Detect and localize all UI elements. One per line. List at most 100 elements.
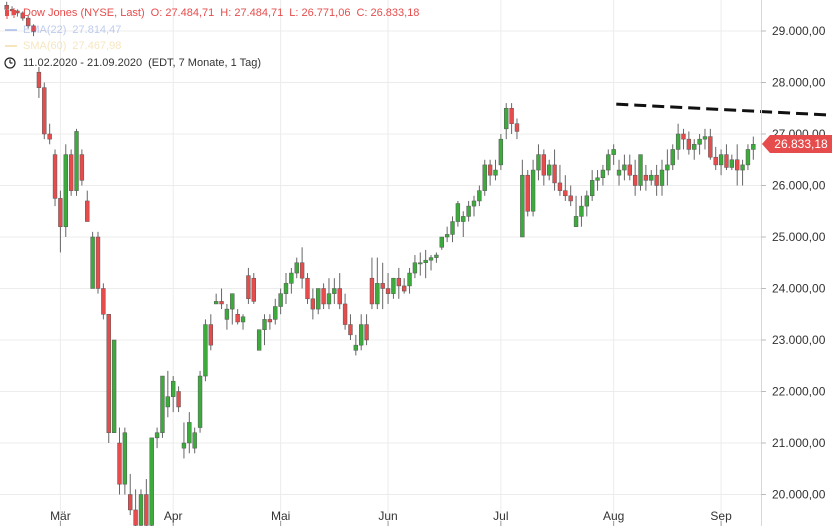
- candle-up: [122, 432, 128, 485]
- candle-up: [262, 319, 267, 330]
- candle-down: [514, 123, 520, 132]
- candle-down: [31, 25, 36, 32]
- sma-value: 27.467,98: [72, 40, 122, 52]
- candle-up: [273, 306, 278, 320]
- candle-up: [160, 375, 165, 433]
- candle-down: [643, 174, 649, 181]
- legend-ema: EMA(22) 27.814,47: [4, 22, 419, 39]
- candle-up: [197, 375, 203, 428]
- candle-up: [461, 216, 466, 222]
- candle-up: [616, 169, 622, 176]
- candle-up: [418, 262, 423, 265]
- candle-up: [423, 259, 428, 263]
- candle-down: [509, 108, 514, 124]
- x-tick-label: Aug: [603, 509, 624, 523]
- candle-up: [90, 236, 95, 289]
- candle-down: [208, 324, 213, 346]
- candle-up: [171, 380, 176, 397]
- candle-up: [439, 236, 444, 248]
- candle-up: [692, 144, 697, 150]
- candle-down: [36, 71, 42, 88]
- candle-down: [251, 277, 256, 302]
- candle-up: [675, 133, 681, 150]
- ema-label: EMA(22): [23, 23, 67, 36]
- candle-up: [224, 308, 230, 320]
- candle-up: [595, 177, 600, 181]
- ema-value: 27.814,47: [72, 23, 122, 36]
- candle-up: [493, 169, 498, 176]
- last-price-tag: 26.833,18: [762, 135, 832, 153]
- candle-up: [702, 136, 708, 140]
- candle-down: [369, 277, 375, 305]
- candle-down: [321, 288, 326, 305]
- candle-down: [401, 285, 407, 292]
- candle-up: [138, 494, 144, 526]
- candle-up: [353, 344, 359, 351]
- y-tick-label: 25.000,00: [772, 230, 826, 244]
- candle-down: [95, 236, 101, 289]
- candle-up: [407, 272, 412, 287]
- candle-down: [342, 303, 348, 325]
- candle-down: [552, 164, 557, 184]
- candle-up: [165, 396, 171, 408]
- candle-up: [434, 254, 439, 258]
- candle-up: [482, 164, 487, 191]
- candle-down: [681, 133, 686, 140]
- x-tick-label: Apr: [164, 509, 183, 523]
- legend-range: 11.02.2020 - 21.09.2020 (EDT, 7 Monate, …: [4, 55, 419, 72]
- candle-down: [85, 200, 90, 222]
- candle-up: [450, 221, 455, 235]
- grid: [0, 0, 761, 526]
- y-tick-label: 21.000,00: [772, 436, 826, 450]
- high-value: H: 27.484,71: [220, 7, 284, 19]
- candle-up: [412, 262, 418, 274]
- y-tick-label: 29.000,00: [772, 24, 826, 38]
- candle-up: [213, 301, 219, 305]
- candle-up: [359, 324, 364, 346]
- candle-down: [133, 509, 138, 526]
- candle-up: [283, 283, 289, 294]
- candle-down: [58, 198, 63, 227]
- candle-down: [79, 154, 85, 181]
- candle-up: [203, 324, 208, 377]
- candle-up: [154, 432, 160, 439]
- close-value: C: 26.833,18: [356, 7, 420, 19]
- candle-up: [589, 180, 595, 197]
- candle-up: [504, 108, 509, 130]
- candle-down: [337, 288, 342, 305]
- candle-up: [547, 164, 552, 176]
- candle-up: [289, 272, 294, 284]
- candle-up: [466, 205, 471, 217]
- x-axis-labels: Mär Apr Mai Jun Jul Aug Sep: [50, 509, 732, 526]
- low-value: L: 26.771,06: [289, 7, 351, 19]
- range-meta: (EDT, 7 Monate, 1 Tag): [148, 56, 261, 69]
- legend-ohlc: Dow Jones (NYSE, Last) O: 27.484,71 H: 2…: [4, 5, 419, 22]
- candle-down: [380, 283, 385, 289]
- candle-up: [192, 432, 197, 449]
- candle-up: [477, 190, 482, 202]
- candle-up: [729, 159, 735, 168]
- instrument-name: Dow Jones (NYSE, Last): [23, 7, 145, 19]
- trendline: [616, 102, 832, 117]
- candle-up: [740, 164, 745, 171]
- candle-down: [713, 156, 718, 166]
- candle-down: [68, 154, 74, 191]
- candle-up: [498, 138, 504, 166]
- candle-down: [627, 164, 632, 176]
- candle-up: [718, 154, 724, 166]
- candle-up: [240, 316, 246, 323]
- candle-up: [659, 169, 665, 186]
- y-tick-label: 24.000,00: [772, 282, 826, 296]
- y-tick-label: 22.000,00: [772, 385, 826, 399]
- candle-down: [310, 298, 316, 310]
- candle-down: [632, 174, 638, 186]
- chart-legend: Dow Jones (NYSE, Last) O: 27.484,71 H: 2…: [4, 5, 419, 71]
- candle-up: [622, 164, 627, 171]
- legend-sma: SMA(60) 27.467,98: [4, 38, 419, 55]
- candle-down: [686, 138, 692, 150]
- candle-up: [391, 277, 396, 294]
- candle-up: [611, 149, 616, 155]
- candle-down: [128, 494, 133, 511]
- x-tick-label: Mär: [50, 509, 71, 523]
